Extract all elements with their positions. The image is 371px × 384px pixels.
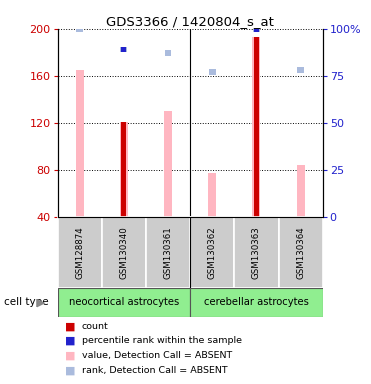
Text: value, Detection Call = ABSENT: value, Detection Call = ABSENT	[82, 351, 232, 360]
Text: GSM130362: GSM130362	[208, 226, 217, 279]
Bar	[58, 288, 190, 317]
Title: GDS3366 / 1420804_s_at: GDS3366 / 1420804_s_at	[106, 15, 274, 28]
Bar	[254, 37, 259, 217]
Text: GSM130361: GSM130361	[164, 226, 173, 279]
Bar	[254, 26, 259, 32]
Text: neocortical astrocytes: neocortical astrocytes	[69, 297, 179, 308]
Text: GSM130364: GSM130364	[296, 226, 305, 279]
Bar	[209, 69, 216, 75]
Bar	[253, 26, 260, 32]
Bar	[297, 165, 305, 217]
Bar	[76, 70, 83, 217]
Bar	[121, 122, 127, 217]
Text: ■: ■	[65, 365, 75, 375]
Bar	[190, 217, 234, 288]
Bar	[279, 217, 323, 288]
Text: GSM130363: GSM130363	[252, 226, 261, 279]
Bar	[297, 67, 304, 73]
Text: ■: ■	[65, 336, 75, 346]
Text: count: count	[82, 322, 108, 331]
Text: ▶: ▶	[37, 297, 46, 308]
Text: percentile rank within the sample: percentile rank within the sample	[82, 336, 242, 346]
Text: cell type: cell type	[4, 297, 48, 308]
Bar	[146, 217, 190, 288]
Bar	[208, 174, 216, 217]
Bar	[234, 217, 279, 288]
Bar	[76, 26, 83, 32]
Bar	[121, 46, 127, 53]
Text: cerebellar astrocytes: cerebellar astrocytes	[204, 297, 309, 308]
Bar	[253, 37, 260, 217]
Text: rank, Detection Call = ABSENT: rank, Detection Call = ABSENT	[82, 366, 227, 375]
Bar	[190, 288, 323, 317]
Bar	[121, 46, 127, 53]
Bar	[120, 122, 128, 217]
Bar	[164, 111, 172, 217]
Bar	[165, 50, 171, 56]
Text: GSM130340: GSM130340	[119, 226, 128, 279]
Text: ■: ■	[65, 321, 75, 331]
Bar	[102, 217, 146, 288]
Bar	[58, 217, 102, 288]
Text: GSM128874: GSM128874	[75, 226, 84, 279]
Text: ■: ■	[65, 351, 75, 361]
